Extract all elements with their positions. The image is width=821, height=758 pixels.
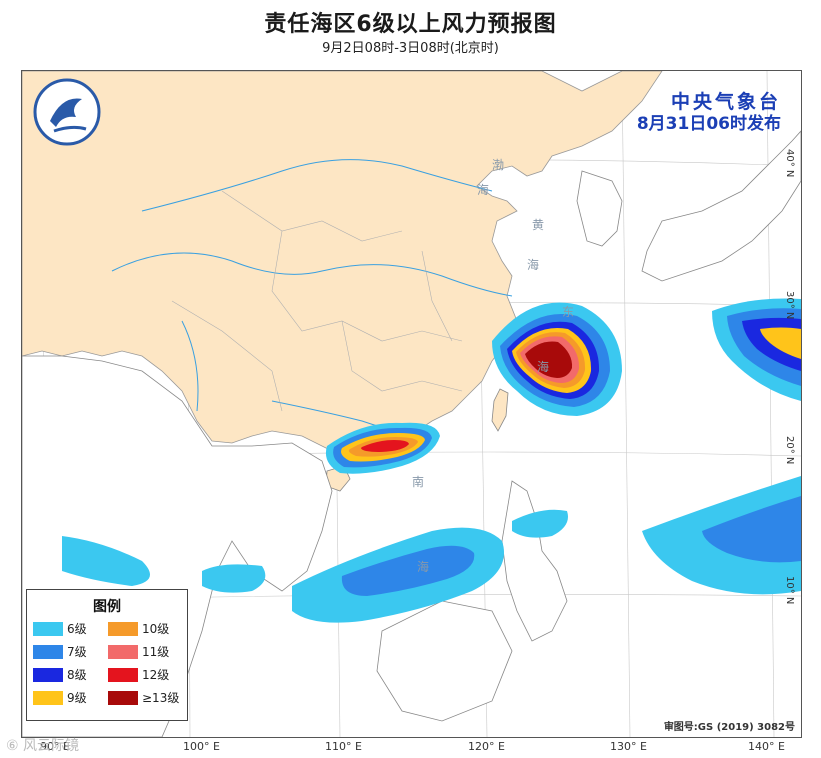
legend-label: 10级 [142,622,170,636]
sea-label-yellow-2: 海 [527,258,540,272]
legend-label: ≥13级 [142,691,180,705]
lat-label-30: 30° N [784,291,795,320]
province-boundaries [171,190,463,412]
land-philippines [501,480,568,642]
land-japan [641,130,801,282]
legend-item: 7级 [33,643,108,660]
wind-area-east-china-sea [492,302,622,416]
legend-label: 11级 [142,645,170,659]
review-number: 审图号:GS (2019) 3082号 [663,722,795,733]
legend-label: 9级 [67,691,87,705]
publisher-block: 中央气象台 8月31日06时发布 [637,91,781,135]
land-borneo [376,600,513,722]
lat-label-10: 10° N [784,576,795,605]
legend-item: ≥13级 [108,689,183,706]
legend-label: 8级 [67,668,87,682]
lon-label-90: 90° E [40,740,70,753]
legend-grid: 6级 10级 7级 11级 8级 12级 9级 ≥13级 [33,620,183,706]
legend-item: 10级 [108,620,183,637]
map-area: 渤 海 黄 海 东 海 南 海 40° N 30° N 20° N 10° N … [21,70,802,738]
legend: 图例 6级 10级 7级 11级 8级 12级 9级 ≥13级 [26,589,188,721]
sea-label-bohai-2: 海 [477,183,490,197]
wind-area-philippine-sea [512,476,801,595]
lon-label-140: 140° E [748,740,785,753]
legend-item: 11级 [108,643,183,660]
lat-label-40: 40° N [784,149,795,178]
legend-item: 12级 [108,666,183,683]
wind-area-south-china-coast [325,422,440,474]
land-taiwan [491,388,509,432]
legend-swatch [108,667,138,682]
publish-time: 8月31日06时发布 [636,114,781,134]
legend-swatch [108,621,138,636]
sea-label-south-1: 南 [412,475,425,489]
sea-label-bohai-1: 渤 [492,158,505,172]
publisher-name: 中央气象台 [670,91,781,113]
legend-swatch [33,667,63,682]
lon-label-130: 130° E [610,740,647,753]
rivers [111,159,513,437]
legend-item: 9级 [33,689,108,706]
sea-label-east-1: 东 [562,305,575,319]
sea-label-east-2: 海 [537,360,550,374]
lon-label-110: 110° E [325,740,362,753]
legend-swatch [108,644,138,659]
legend-swatch [33,644,63,659]
lat-label-20: 20° N [784,436,795,465]
sea-label-yellow-1: 黄 [532,218,545,232]
legend-title: 图例 [93,599,121,615]
land-mainland [22,71,663,457]
legend-label: 7级 [67,645,87,659]
watermark: ⑥ 风云际镜 [6,738,80,754]
legend-item: 6级 [33,620,108,637]
map-subtitle: 9月2日08时-3日08时(北京时) [322,41,499,56]
lon-label-120: 120° E [468,740,505,753]
legend-item: 8级 [33,666,108,683]
legend-label: 6级 [67,622,87,636]
legend-swatch [33,690,63,705]
legend-swatch [33,621,63,636]
map-title: 责任海区6级以上风力预报图 [264,12,557,37]
lon-label-100: 100° E [183,740,220,753]
land-korea [576,170,623,247]
wind-area-northwest-pacific [712,298,801,401]
legend-label: 12级 [142,668,170,682]
wind-area-south-china-sea [62,527,504,623]
legend-swatch [108,690,138,705]
longitude-axis: 90° E 100° E 110° E 120° E 130° E 140° E [0,740,821,758]
sea-label-south-2: 海 [417,560,430,574]
